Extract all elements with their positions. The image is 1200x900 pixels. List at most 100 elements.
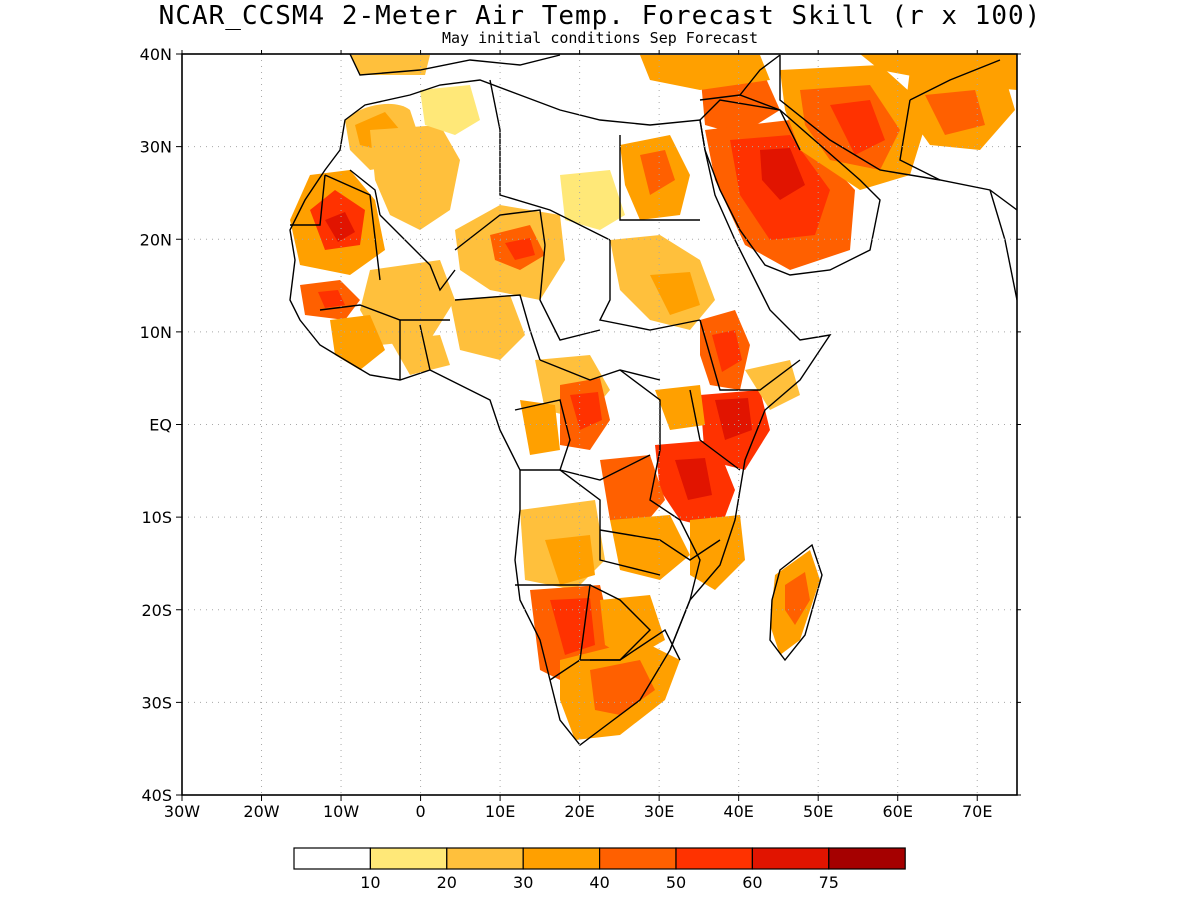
- border-ethiopia: [699, 319, 801, 391]
- lat-tick-label: 10N: [140, 323, 172, 342]
- skill-region-zambia: [610, 515, 690, 580]
- border-mali: [379, 214, 456, 292]
- border-morocco: [349, 169, 381, 216]
- map-subtitle: May initial conditions Sep Forecast: [441, 29, 759, 47]
- skill-region-west-coast: [330, 315, 385, 370]
- skill-region-turkey: [640, 55, 770, 90]
- border-zambia: [599, 529, 721, 561]
- legend-level-label: 50: [666, 873, 686, 892]
- legend-swatch: [828, 847, 906, 870]
- skill-region-drc-south: [600, 455, 665, 530]
- border-iran-afg: [899, 59, 1001, 181]
- lat-tick-label: 30N: [140, 138, 172, 157]
- skill-region-tanzania-core: [675, 458, 712, 500]
- legend-swatch: [675, 847, 754, 870]
- lon-tick-label: 70E: [962, 802, 992, 821]
- lon-tick-label: 0: [415, 802, 425, 821]
- longitude-labels: 30W 20W 10W 0 10E 20E 30E 40E 50E 60E 70E: [164, 802, 993, 821]
- border-libya: [489, 79, 611, 241]
- lon-tick-label: 10E: [485, 802, 515, 821]
- lat-tick-label: 30S: [141, 693, 172, 712]
- border-angola: [520, 469, 661, 576]
- skill-region-nigeria: [450, 295, 525, 360]
- lat-tick-label: 10S: [141, 508, 172, 527]
- skill-region-egypt-core: [640, 150, 675, 195]
- border-middle-east: [699, 54, 801, 151]
- legend-level-label: 60: [742, 873, 762, 892]
- skill-region-med-north: [350, 55, 430, 75]
- skill-region-angola-core: [545, 535, 595, 585]
- skill-region-uganda: [655, 385, 705, 430]
- skill-region-namibia-core: [550, 598, 595, 655]
- lon-tick-label: 60E: [882, 802, 912, 821]
- lon-tick-label: 30E: [644, 802, 674, 821]
- border-namibia: [515, 584, 591, 681]
- med-europe-coast: [349, 54, 561, 76]
- lat-tick-label: 40S: [141, 786, 172, 805]
- lat-tick-label: EQ: [149, 416, 172, 435]
- legend-level-label: 20: [437, 873, 457, 892]
- skill-region-madagascar-core: [785, 572, 810, 625]
- legend-swatch: [751, 847, 830, 870]
- skill-region-afghanistan-core: [925, 90, 985, 135]
- border-mozambique: [669, 519, 701, 651]
- border-kenya: [689, 389, 741, 471]
- lon-tick-label: 40E: [723, 802, 753, 821]
- skill-region-algeria: [370, 125, 460, 230]
- skill-region-botswana: [600, 595, 665, 660]
- legend-swatch: [369, 847, 448, 870]
- legend-swatch: [293, 847, 372, 870]
- skill-region-mozambique: [690, 515, 745, 590]
- lon-tick-label: 50E: [803, 802, 833, 821]
- border-congo: [514, 399, 651, 481]
- legend-level-label: 30: [513, 873, 533, 892]
- legend-swatch: [598, 847, 677, 870]
- legend-level-label: 75: [819, 873, 839, 892]
- skill-region-ivory-coast: [390, 335, 450, 375]
- axis-ticks: [176, 50, 1021, 801]
- border-chad: [539, 244, 601, 341]
- lon-tick-label: 20W: [243, 802, 279, 821]
- border-egypt: [619, 135, 700, 221]
- lon-tick-label: 30W: [164, 802, 200, 821]
- skill-region-mali: [360, 260, 455, 345]
- skill-region-gabon: [520, 400, 560, 455]
- map-title: NCAR_CCSM4 2-Meter Air Temp. Forecast Sk…: [158, 1, 1042, 31]
- skill-region-niger-peak: [505, 238, 535, 260]
- skill-region-iran-peak: [830, 100, 885, 155]
- skill-region-libya: [560, 170, 625, 230]
- lon-tick-label: 20E: [564, 802, 594, 821]
- skill-region-somalia: [745, 360, 800, 410]
- border-cameroon: [539, 359, 661, 381]
- color-legend: 10 20 30 40 50 60 75: [293, 847, 906, 892]
- border-sudan: [598, 240, 701, 331]
- border-mauritania: [290, 174, 381, 281]
- legend-level-label: 10: [360, 873, 380, 892]
- lon-tick-label: 10W: [323, 802, 359, 821]
- border-nigeria: [454, 294, 541, 361]
- border-drc: [619, 369, 681, 521]
- legend-swatch: [446, 847, 524, 870]
- india-coastline: [989, 189, 1017, 301]
- border-west: [319, 304, 450, 380]
- lat-tick-label: 20N: [140, 230, 172, 249]
- border-algeria-niger: [454, 209, 546, 251]
- skill-region-congo-core: [570, 392, 602, 430]
- coastlines-and-borders: [289, 54, 1017, 746]
- legend-level-label: 40: [589, 873, 609, 892]
- skill-region-kenya-core: [715, 398, 752, 440]
- skill-region-mauritania-peak: [325, 212, 355, 242]
- skill-region-central-asia: [860, 54, 1017, 90]
- madagascar-coastline: [769, 543, 823, 662]
- skill-region-sudan-core: [650, 272, 700, 315]
- latitude-labels: 40N 30N 20N 10N EQ 10S 20S 30S 40S: [140, 45, 172, 805]
- skill-region-ethiopia-core: [712, 330, 742, 372]
- skill-region-algeria-light: [420, 85, 480, 135]
- lat-tick-label: 20S: [141, 601, 172, 620]
- legend-swatch: [522, 847, 601, 870]
- skill-region-senegal-core: [318, 290, 345, 308]
- lat-tick-label: 40N: [140, 45, 172, 64]
- africa-coastline: [289, 79, 832, 746]
- skill-shading: [290, 54, 1017, 740]
